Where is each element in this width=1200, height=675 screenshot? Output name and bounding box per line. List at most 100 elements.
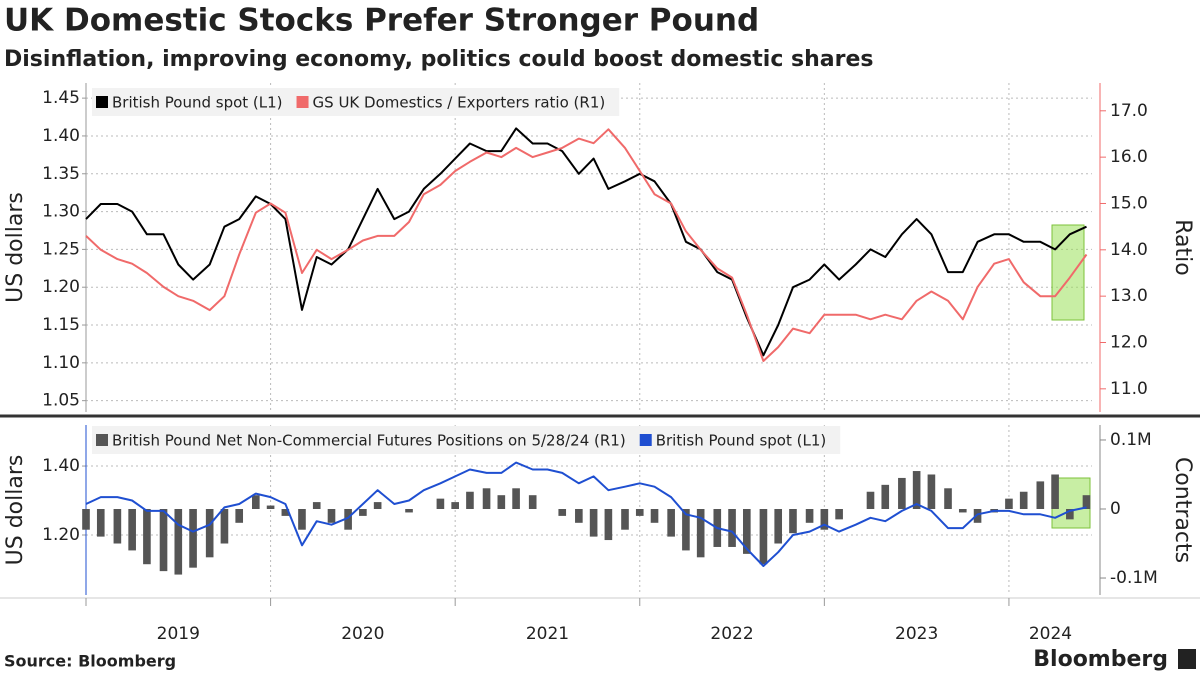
y-tick-label: 1.30 (42, 202, 80, 222)
x-tick-label: 2020 (341, 624, 384, 644)
y2-tick-label: 12.0 (1110, 332, 1148, 352)
bar (143, 508, 151, 565)
x-tick-label: 2023 (895, 624, 938, 644)
y-tick-label: 1.35 (42, 164, 80, 184)
bar (589, 508, 598, 537)
bar (667, 508, 675, 537)
bar (898, 477, 906, 509)
bar (774, 508, 783, 544)
bar (1082, 495, 1091, 509)
y2-tick-label: 15.0 (1110, 193, 1148, 213)
bar (575, 508, 583, 523)
chart-subtitle: Disinflation, improving economy, politic… (4, 47, 874, 72)
bar (805, 508, 814, 523)
bar (189, 508, 197, 568)
bar (1019, 491, 1028, 509)
bar (944, 488, 952, 509)
bar (927, 474, 936, 509)
bar (220, 508, 229, 544)
y-tick-label: 1.05 (42, 391, 80, 411)
bar (497, 495, 506, 509)
bar (866, 491, 875, 509)
bar (621, 508, 629, 530)
y-tick-label: 1.25 (42, 239, 80, 259)
bar (650, 508, 659, 523)
y-tick-label: 1.45 (42, 88, 80, 108)
bar (759, 508, 768, 565)
bar (159, 508, 168, 572)
y-axis-label: US dollars (3, 192, 28, 303)
bar (373, 502, 382, 509)
y2-tick-label: 17.0 (1110, 101, 1148, 121)
legend-label: GS UK Domestics / Exporters ratio (R1) (313, 94, 606, 112)
legend-label: British Pound spot (L1) (112, 94, 283, 112)
bar (604, 508, 613, 541)
bar (682, 508, 690, 551)
bar (205, 508, 214, 558)
bar (96, 508, 105, 537)
legend-swatch (639, 434, 652, 446)
bar (1051, 474, 1059, 509)
x-tick-label: 2019 (157, 624, 200, 644)
bar (973, 508, 982, 523)
bar (512, 488, 520, 509)
source: Source: Bloomberg (4, 652, 176, 671)
bar (728, 508, 736, 547)
bar (298, 508, 306, 530)
bar (405, 508, 413, 513)
bar (835, 508, 843, 520)
legend-swatch (96, 96, 108, 108)
bar (466, 491, 474, 509)
legend-box (92, 426, 841, 454)
y2-tick-label: -0.1M (1110, 568, 1158, 588)
y-axis-label: US dollars (3, 455, 28, 566)
x-tick-label: 2021 (526, 624, 569, 644)
bar (912, 471, 921, 509)
bar (482, 488, 491, 509)
bar (312, 502, 321, 509)
bar (327, 508, 336, 523)
y2-tick-label: 14.0 (1110, 240, 1148, 260)
bar (174, 508, 183, 575)
bar (281, 508, 290, 516)
legend-label: British Pound spot (L1) (656, 432, 827, 450)
brand: Bloomberg (1033, 647, 1168, 672)
x-tick-label: 2024 (1029, 624, 1072, 644)
y2-tick-label: 11.0 (1110, 379, 1148, 399)
y2-tick-label: 16.0 (1110, 147, 1148, 167)
y-tick-label: 1.20 (42, 525, 80, 545)
highlight-box (1051, 224, 1085, 321)
bar (359, 508, 367, 516)
bar (451, 502, 459, 509)
y2-tick-label: 0 (1110, 499, 1121, 519)
bar (881, 484, 890, 509)
y-tick-label: 1.10 (42, 353, 80, 373)
brand-icon (1178, 649, 1196, 669)
chart-title: UK Domestic Stocks Prefer Stronger Pound (4, 3, 759, 39)
bar (789, 508, 797, 534)
y-tick-label: 1.20 (42, 277, 80, 297)
legend-box (92, 88, 620, 116)
bar (1005, 498, 1013, 509)
y2-axis-label: Contracts (1170, 457, 1195, 563)
bar (1066, 508, 1074, 520)
bar (696, 508, 705, 558)
bar (128, 508, 136, 551)
y2-axis-label: Ratio (1170, 219, 1195, 275)
line (85, 127, 1087, 357)
line (85, 461, 1087, 567)
y-tick-label: 1.40 (42, 456, 80, 476)
y-tick-label: 1.15 (42, 315, 80, 335)
legend-swatch (296, 96, 309, 108)
legend-label: British Pound Net Non-Commercial Futures… (112, 432, 626, 450)
bar (528, 495, 537, 509)
bar (113, 508, 122, 544)
x-tick-label: 2022 (710, 624, 753, 644)
bar (958, 508, 967, 513)
line (85, 128, 1088, 362)
bar (558, 508, 567, 516)
bar (436, 498, 445, 509)
bar (743, 508, 751, 554)
bar (235, 508, 244, 523)
